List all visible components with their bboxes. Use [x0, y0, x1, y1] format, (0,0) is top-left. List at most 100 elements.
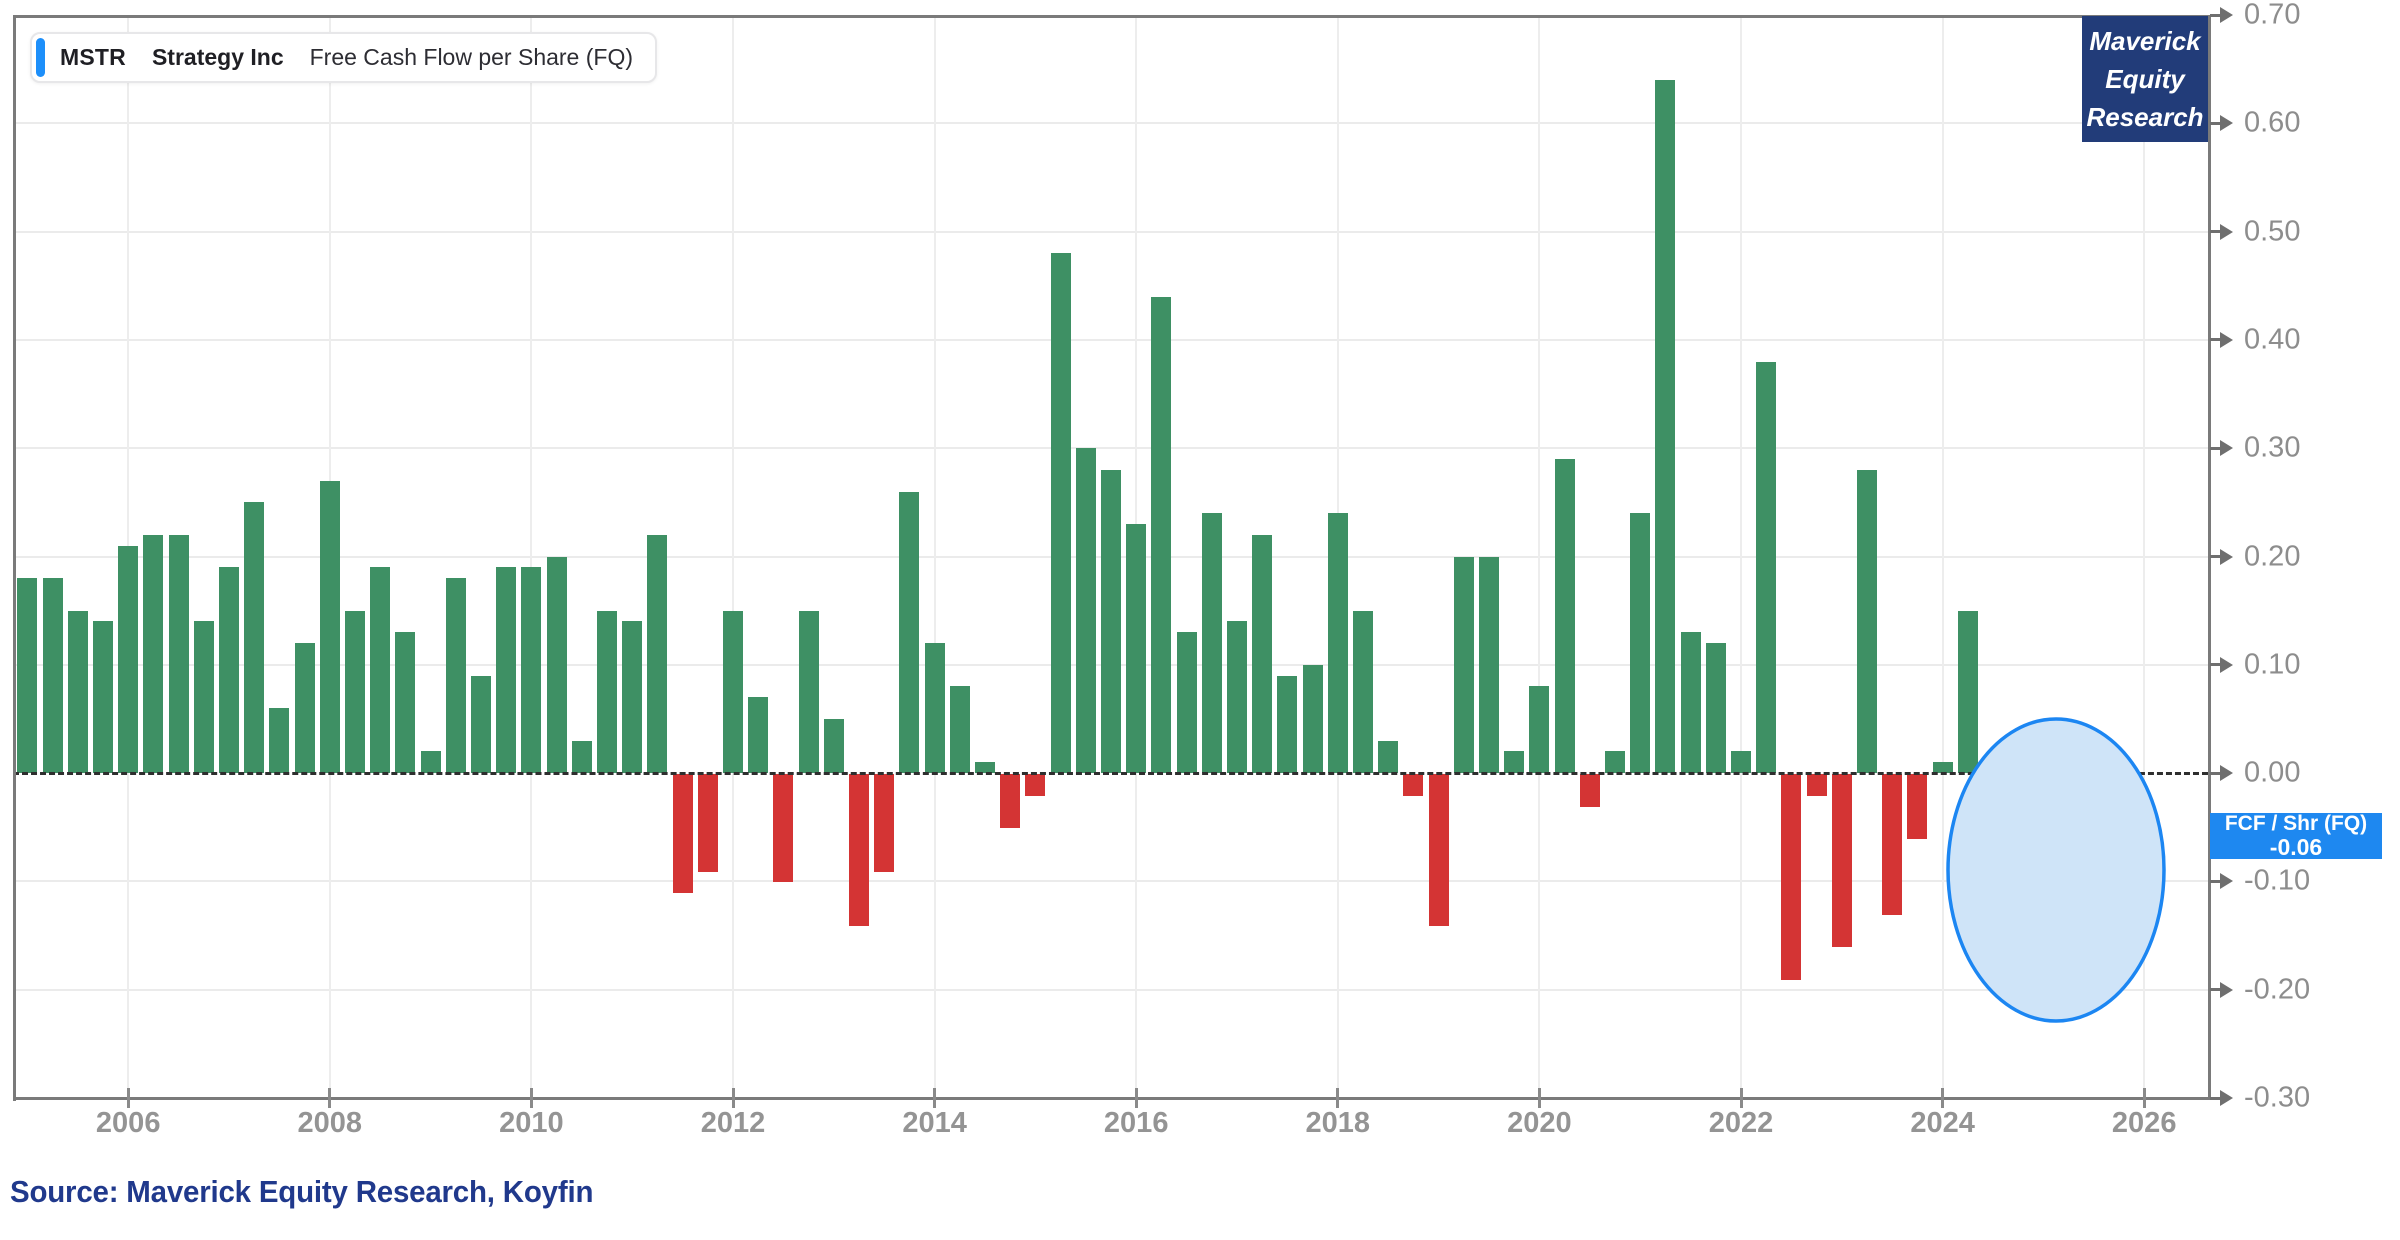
fcf-bar [471, 675, 491, 774]
v-gridline [1941, 15, 1944, 1098]
x-axis-label: 2022 [1708, 1107, 1774, 1139]
x-axis-label: 2006 [95, 1107, 161, 1139]
y-tick-icon [2210, 446, 2222, 450]
fcf-bar [1857, 469, 1877, 774]
fcf-bar [672, 774, 693, 894]
fcf-bar [874, 774, 895, 872]
y-axis-label: 0.40 [2244, 323, 2301, 356]
y-tick-arrow-icon [2220, 873, 2233, 890]
fcf-bar [2033, 774, 2054, 905]
y-axis-label: 0.10 [2244, 648, 2301, 681]
source-text: Source: Maverick Equity Research, Koyfin [10, 1174, 594, 1209]
x-axis-label: 2014 [902, 1107, 967, 1139]
fcf-bar [395, 632, 416, 774]
y-tick-icon [2210, 121, 2222, 125]
y-tick-icon [2210, 1096, 2222, 1100]
x-tick-icon [1941, 1088, 1945, 1108]
y-tick-arrow-icon [2220, 765, 2233, 782]
h-gridline [13, 447, 2208, 450]
x-tick-icon [933, 1088, 937, 1108]
x-axis-label: 2012 [700, 1107, 766, 1139]
fcf-bar [1000, 774, 1021, 829]
fcf-bar [1529, 686, 1550, 774]
y-axis-label: 0.00 [2244, 756, 2301, 789]
fcf-bar [1428, 774, 1449, 926]
badge-line: Maverick [2089, 26, 2201, 56]
y-axis-label: 0.20 [2244, 540, 2301, 572]
fcf-bar [1680, 632, 1701, 774]
plot-border-left [13, 15, 16, 1101]
fcf-bar [345, 610, 365, 774]
v-gridline [530, 15, 533, 1098]
y-tick-icon [2210, 879, 2222, 883]
zero-line [13, 772, 2208, 776]
y-tick-icon [2210, 988, 2222, 992]
fcf-bar [67, 610, 88, 774]
x-tick-icon [731, 1088, 735, 1108]
fcf-bar [1101, 469, 1121, 774]
fcf-bar [1756, 361, 1777, 774]
y-tick-arrow-icon [2220, 656, 2233, 673]
h-gridline [13, 880, 2208, 883]
v-gridline [2143, 15, 2146, 1098]
badge-line: Equity [2105, 64, 2185, 94]
x-axis-label: 2018 [1305, 1107, 1371, 1139]
fcf-bar [823, 718, 844, 774]
fcf-bar [1907, 774, 1928, 840]
fcf-bar [1151, 296, 1172, 774]
latest-value-metric: FCF / Shr (FQ) [2224, 812, 2368, 835]
legend-accent-bar-icon [36, 38, 45, 77]
fcf-bar [1705, 643, 1726, 774]
fcf-bar [1353, 610, 1373, 774]
fcf-bar [1327, 513, 1348, 774]
fcf-bar [2058, 774, 2079, 818]
fcf-bar [1025, 774, 1046, 796]
fcf-bar [42, 578, 63, 774]
fcf-bar [697, 774, 718, 872]
fcf-bar [949, 686, 970, 774]
fcf-bar [1126, 524, 1147, 774]
fcf-bar [420, 751, 441, 774]
fcf-bar [1403, 774, 1424, 796]
fcf-bar [798, 610, 819, 774]
y-axis-label: -0.10 [2244, 864, 2311, 897]
v-gridline [1740, 15, 1742, 1098]
badge-line: Research [2086, 102, 2204, 132]
fcf-bar [1655, 79, 1676, 774]
y-tick-icon [2210, 338, 2222, 342]
legend-metric: Free Cash Flow per Share (FQ) [309, 44, 633, 70]
y-tick-arrow-icon [2220, 1090, 2233, 1106]
y-tick-arrow-icon [2220, 223, 2233, 240]
y-axis-label: 0.50 [2244, 215, 2301, 248]
x-tick-icon [2142, 1088, 2146, 1108]
fcf-bar [622, 621, 643, 774]
x-tick-icon [328, 1088, 332, 1108]
v-gridline [1538, 15, 1541, 1098]
h-gridline [13, 230, 2208, 233]
x-tick-icon [1134, 1088, 1138, 1108]
fcf-bar [1957, 610, 1978, 774]
fcf-bar [1277, 675, 1298, 774]
fcf-bar [975, 762, 995, 774]
y-tick-icon [2210, 555, 2222, 558]
x-tick-icon [1537, 1088, 1541, 1108]
fcf-bar [1479, 556, 1499, 774]
y-axis-label: -0.30 [2244, 1081, 2311, 1114]
legend-company: Strategy Inc [151, 44, 284, 70]
fcf-bar [1781, 774, 1802, 980]
fcf-bar [219, 567, 239, 774]
x-axis-label: 2024 [1910, 1107, 1975, 1139]
fcf-bar [244, 502, 265, 774]
fcf-bar [2008, 774, 2029, 1002]
fcf-bar [2109, 774, 2129, 840]
latest-value-tag: FCF / Shr (FQ) -0.06 [2210, 813, 2382, 859]
fcf-bar [647, 534, 668, 774]
y-axis-label: -0.20 [2244, 973, 2311, 1006]
fcf-bar [496, 567, 517, 774]
y-tick-icon [2210, 663, 2222, 667]
series-legend[interactable]: MSTR Strategy Inc Free Cash Flow per Sha… [30, 32, 657, 83]
fcf-bar [1983, 774, 2003, 915]
fcf-bar [748, 697, 769, 774]
fcf-bar [1252, 534, 1273, 774]
y-tick-icon [2210, 771, 2222, 775]
